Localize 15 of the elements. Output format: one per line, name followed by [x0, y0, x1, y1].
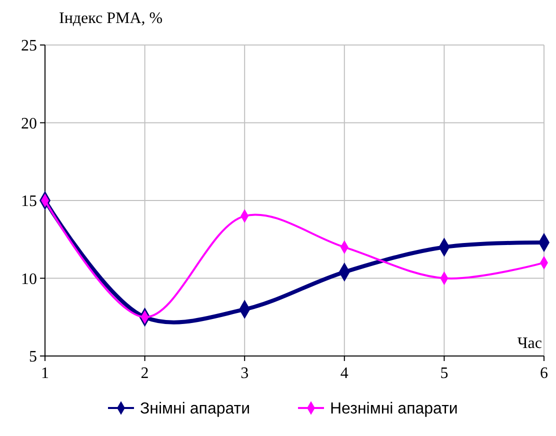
x-axis-title: Час	[517, 335, 542, 352]
x-tick-label: 2	[140, 365, 149, 382]
y-tick-label: 25	[21, 38, 37, 55]
y-tick-label: 5	[29, 348, 37, 366]
x-tick-label: 6	[540, 365, 548, 382]
y-tick-label: 20	[21, 115, 37, 132]
legend-label: Знімні апарати	[140, 400, 250, 418]
x-tick-label: 5	[440, 365, 448, 382]
y-tick-label: 10	[21, 270, 37, 288]
x-tick-label: 4	[340, 365, 348, 382]
x-tick-label: 3	[240, 365, 249, 382]
x-tick-label: 1	[41, 365, 49, 382]
legend-label: Незнімні апарати	[330, 400, 458, 418]
y-axis-title: Індекс РМА, %	[59, 10, 163, 27]
y-tick-label: 15	[21, 193, 37, 210]
